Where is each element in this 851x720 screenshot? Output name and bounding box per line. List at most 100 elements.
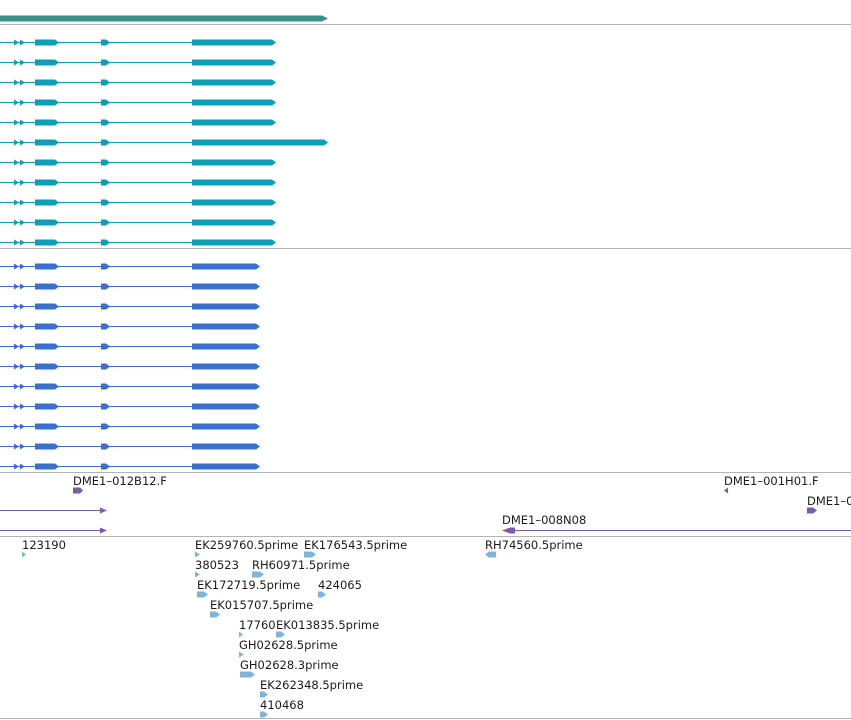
transcript-row[interactable] — [0, 159, 276, 166]
transcript-row[interactable] — [0, 139, 328, 146]
exon-arrow — [20, 59, 25, 66]
transcript-row[interactable] — [0, 443, 260, 450]
transcript-row[interactable] — [0, 79, 276, 86]
clone-label: DME1–0 — [807, 494, 851, 508]
exon-block — [101, 343, 110, 350]
clone-feature[interactable]: DME1–001H01.F — [724, 474, 819, 494]
est-feature[interactable]: RH60971.5prime — [252, 558, 350, 578]
exon-block — [101, 179, 110, 186]
exon-arrow — [20, 239, 25, 246]
exon-block — [101, 403, 110, 410]
exon-arrow — [14, 363, 19, 370]
transcript-row[interactable] — [0, 59, 276, 66]
transcript-row[interactable] — [0, 363, 260, 370]
transcript-row[interactable] — [0, 263, 260, 270]
exon-arrow — [20, 79, 25, 86]
clone-glyph — [73, 487, 83, 494]
transcript-row[interactable] — [0, 239, 276, 246]
est-glyph — [210, 611, 220, 618]
cds-block — [192, 343, 260, 350]
est-feature[interactable]: 123190 — [22, 538, 66, 558]
exon-block — [101, 39, 110, 46]
est-label: EK262348.5prime — [260, 678, 363, 692]
transcript-row[interactable] — [0, 283, 260, 290]
exon-arrow — [20, 159, 25, 166]
exon-block — [101, 283, 110, 290]
exon-block — [35, 303, 59, 310]
cds-block — [192, 283, 260, 290]
est-feature[interactable]: RH74560.5prime — [485, 538, 583, 558]
cds-block — [192, 239, 276, 246]
clone-glyph — [100, 507, 107, 514]
cds-block — [192, 443, 260, 450]
transcript-row[interactable] — [0, 179, 276, 186]
est-feature[interactable]: EK262348.5prime — [260, 678, 363, 698]
clone-glyph — [100, 527, 107, 534]
est-feature[interactable]: EK013835.5prime — [276, 618, 379, 638]
exon-arrow — [14, 443, 19, 450]
clone-feature[interactable] — [0, 507, 107, 514]
cds-block — [192, 39, 276, 46]
transcript-row[interactable] — [0, 423, 260, 430]
transcript-row[interactable] — [0, 119, 276, 126]
exon-arrow — [20, 303, 25, 310]
cds-block — [192, 159, 276, 166]
est-label: 380523 — [195, 558, 239, 572]
cds-block — [192, 363, 260, 370]
est-label: EK172719.5prime — [197, 578, 300, 592]
clone-feature[interactable]: DME1–012B12.F — [73, 474, 167, 494]
est-feature[interactable]: 410468 — [260, 698, 304, 718]
exon-block — [35, 159, 59, 166]
clone-track: DME1–012B12.F DME1–001H01.F DME1–0 DME1–… — [0, 474, 851, 534]
exon-arrow — [20, 139, 25, 146]
clone-feature[interactable]: DME1–008N08 — [502, 513, 851, 534]
exon-block — [35, 59, 59, 66]
exon-arrow — [14, 99, 19, 106]
transcript-row[interactable] — [0, 383, 260, 390]
cds-block — [192, 263, 260, 270]
exon-arrow — [20, 179, 25, 186]
exon-block — [101, 423, 110, 430]
exon-arrow — [14, 179, 19, 186]
est-glyph — [22, 551, 26, 558]
est-feature[interactable]: EK259760.5prime — [195, 538, 298, 558]
exon-arrow — [20, 283, 25, 290]
est-feature[interactable]: 424065 — [318, 578, 362, 598]
transcript-row[interactable] — [0, 343, 260, 350]
est-glyph — [252, 571, 264, 578]
exon-arrow — [14, 343, 19, 350]
transcript-row[interactable] — [0, 303, 260, 310]
est-track: 123190 EK259760.5prime EK176543.5prime R… — [22, 538, 583, 718]
gene-track — [0, 15, 328, 22]
exon-arrow — [20, 363, 25, 370]
clone-label: DME1–012B12.F — [73, 474, 167, 488]
est-feature[interactable]: 380523 — [195, 558, 239, 578]
clone-feature[interactable] — [0, 527, 107, 534]
exon-block — [35, 463, 59, 470]
transcript-row[interactable] — [0, 99, 276, 106]
transcript-row[interactable] — [0, 463, 260, 470]
transcript-row[interactable] — [0, 199, 276, 206]
transcript-row[interactable] — [0, 403, 260, 410]
exon-arrow — [20, 119, 25, 126]
exon-arrow — [14, 463, 19, 470]
exon-arrow — [20, 403, 25, 410]
clone-feature[interactable]: DME1–0 — [807, 494, 851, 514]
exon-arrow — [20, 323, 25, 330]
est-feature[interactable]: 17760 — [239, 618, 276, 638]
est-feature[interactable]: EK015707.5prime — [210, 598, 313, 618]
transcript-row[interactable] — [0, 39, 276, 46]
est-feature[interactable]: EK172719.5prime — [197, 578, 300, 598]
est-feature[interactable]: GH02628.5prime — [239, 638, 338, 658]
exon-arrow — [14, 119, 19, 126]
gene-feature[interactable] — [0, 15, 328, 22]
exon-block — [101, 99, 110, 106]
transcript-row[interactable] — [0, 323, 260, 330]
exon-block — [35, 119, 59, 126]
est-feature[interactable]: GH02628.3prime — [240, 658, 339, 678]
transcript-row[interactable] — [0, 219, 276, 226]
cds-block — [192, 403, 260, 410]
exon-arrow — [20, 423, 25, 430]
est-feature[interactable]: EK176543.5prime — [304, 538, 407, 558]
